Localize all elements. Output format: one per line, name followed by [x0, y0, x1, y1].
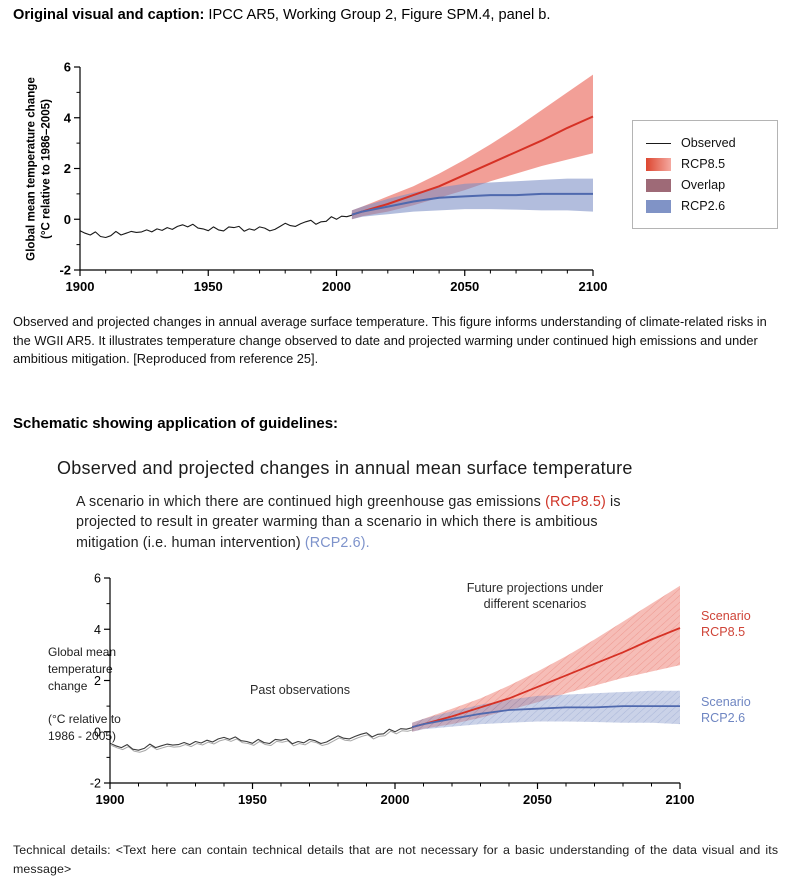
svg-text:2: 2 — [64, 161, 71, 176]
legend-label: RCP8.5 — [681, 157, 726, 171]
rcp-reference: (RCP2.6). — [304, 534, 370, 551]
svg-text:0: 0 — [94, 725, 101, 739]
heading-original-visual-source: IPCC AR5, Working Group 2, Figure SPM.4,… — [204, 7, 551, 23]
svg-text:6: 6 — [64, 60, 71, 75]
legend-item: RCP8.5 — [646, 157, 777, 171]
legend-items: Observed RCP8.5 Overlap RCP2.6 — [646, 136, 777, 213]
annotation-future-projections: Future projections under different scena… — [466, 581, 604, 612]
svg-text:1900: 1900 — [66, 279, 95, 294]
intro-text: A scenario in which there are continued … — [76, 494, 546, 510]
svg-text:2000: 2000 — [381, 792, 410, 807]
legend-label: RCP2.6 — [681, 199, 726, 213]
legend-item: Observed — [646, 136, 777, 150]
svg-text:0: 0 — [64, 212, 71, 227]
svg-text:2050: 2050 — [523, 792, 552, 807]
svg-text:1950: 1950 — [238, 792, 267, 807]
svg-text:2000: 2000 — [322, 279, 351, 294]
annotation-scenario-rcp85: Scenario RCP8.5 — [701, 609, 751, 640]
figure-caption: Observed and projected changes in annual… — [13, 314, 767, 367]
chart-schematic-svg: 1900 1950 2000 2050 2100 -2 0 2 4 6 — [90, 572, 695, 808]
legend-label: Overlap — [681, 178, 726, 192]
legend-label: Observed — [681, 136, 736, 150]
heading-original-visual-bold: Original visual and caption: — [13, 7, 205, 23]
legend-swatch-observed — [646, 142, 671, 144]
svg-text:2: 2 — [94, 674, 101, 688]
intro-text: is projected to result in greater warmin… — [76, 494, 621, 551]
chart-original-svg: 1900 1950 2000 2050 2100 -2 0 2 4 6 — [59, 60, 608, 295]
svg-text:1900: 1900 — [96, 792, 125, 807]
svg-text:4: 4 — [64, 110, 72, 125]
heading-original-visual: Original visual and caption: IPCC AR5, W… — [13, 7, 550, 23]
technical-details: Technical details: <Text here can contai… — [13, 843, 779, 877]
svg-text:-2: -2 — [90, 777, 101, 791]
y-axis-label-schematic: Global mean temperature change (°C relat… — [48, 645, 121, 743]
legend-swatch-rcp85 — [646, 157, 671, 171]
legend-swatch-overlap — [646, 178, 671, 192]
heading-schematic: Schematic showing application of guideli… — [13, 415, 339, 432]
annotation-past-observations: Past observations — [250, 683, 351, 697]
svg-text:-2: -2 — [59, 263, 71, 278]
svg-text:1950: 1950 — [194, 279, 223, 294]
svg-text:4: 4 — [94, 623, 101, 637]
legend-item: RCP2.6 — [646, 199, 777, 213]
svg-text:2050: 2050 — [450, 279, 479, 294]
legend-item: Overlap — [646, 178, 777, 192]
annotation-scenario-rcp26: Scenario RCP2.6 — [701, 695, 751, 726]
legend-swatch-rcp26 — [646, 199, 671, 213]
svg-text:2100: 2100 — [579, 279, 608, 294]
schematic-title: Observed and projected changes in annual… — [57, 458, 633, 478]
schematic-intro: A scenario in which there are continued … — [76, 492, 656, 553]
svg-text:2100: 2100 — [666, 792, 695, 807]
svg-text:6: 6 — [94, 572, 101, 586]
rcp-reference: (RCP8.5) — [545, 494, 606, 510]
legend: Observed RCP8.5 Overlap RCP2.6 — [632, 120, 778, 229]
